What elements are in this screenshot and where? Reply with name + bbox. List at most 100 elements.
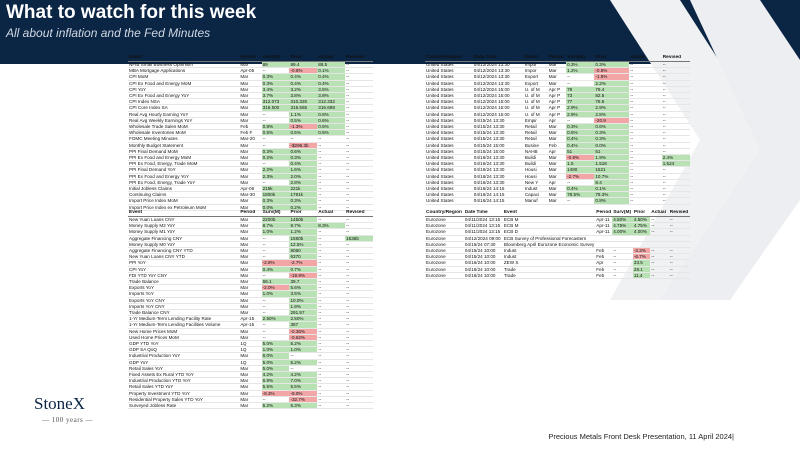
table-cell: 0.3% <box>289 197 318 205</box>
table-cell: -- <box>629 104 662 112</box>
table-cell: 291.57 <box>289 309 318 317</box>
table-cell: 5.0% <box>261 340 290 348</box>
column-header: Date Time <box>463 210 503 217</box>
table-cell: 73 <box>566 92 595 100</box>
table-cell: U. of M <box>523 92 548 100</box>
table-cell: NAHB <box>523 148 548 156</box>
table-cell: 5.0% <box>261 365 290 373</box>
table-cell: Mar <box>239 98 262 106</box>
table-cell: ECB D <box>502 228 596 236</box>
table-cell: 04/12/2024 13:30 <box>472 67 524 75</box>
table-cell: -- <box>629 80 662 87</box>
table-row: Exports YoY CNY Mar -- 10.0% -- -- <box>128 297 373 304</box>
table-cell: -- <box>650 272 669 280</box>
table-cell: -- <box>650 222 669 230</box>
table-row: Eurozone 04/12/2024 09:00 ECB Survey of Pr… <box>425 235 690 242</box>
table-row: PPI YoY Mar -2.8% -2.7% -- -- <box>128 259 373 267</box>
table-cell: 316.500 <box>261 104 290 112</box>
table-cell: -- <box>345 359 373 366</box>
table-row: United States 04/15/24 13:30 Retail Mar 0.4%… <box>425 135 690 143</box>
table-cell: 33.5 <box>632 259 651 267</box>
table-cell: Apr <box>547 117 567 125</box>
table-cell: United States <box>425 185 473 193</box>
column-header: Country/Region <box>425 210 464 217</box>
table-cell: -- <box>629 73 662 81</box>
table-cell: CPI YoY <box>128 86 240 94</box>
table-cell: -- <box>345 98 373 106</box>
table-cell: 0.5% <box>317 123 346 131</box>
table-cell: -20.9 <box>594 117 630 125</box>
table-cell: -- <box>345 142 373 149</box>
table-cell: -- <box>661 185 690 193</box>
table-cell: 0.1% <box>317 67 346 75</box>
table-cell <box>632 235 651 242</box>
table-cell: United States <box>425 148 473 156</box>
table-cell: United States <box>425 179 473 187</box>
table-cell: 0.3% <box>594 61 630 69</box>
table-cell: -- <box>668 228 690 236</box>
table-cell: FDI YTD YoY CNY <box>128 272 240 280</box>
table-cell: 04/16/24 10:00 <box>463 259 503 267</box>
table-cell: 04/11/2024 13:15 <box>463 216 503 224</box>
table-cell: Mar <box>239 390 262 397</box>
table-cell: 04/15/24 10:00 <box>463 253 503 261</box>
table-cell: -- <box>317 303 346 311</box>
table-row: Eurozone 04/16/24 10:00 Trade Feb -- 11.4 -- -- <box>425 272 690 280</box>
table-cell: 04/16/24 10:00 <box>463 266 503 273</box>
table-cell: -- <box>661 123 690 131</box>
table-cell: Trade Balance <box>128 278 240 286</box>
table-cell: 0.4% <box>317 73 346 81</box>
table-row: Retail Sales YoY Mar 5.0% -- -- -- <box>128 365 373 373</box>
table-cell: Indust <box>523 185 548 193</box>
table-cell: Eurozone <box>425 216 464 224</box>
table-cell: -- <box>345 61 373 69</box>
table-cell: -- <box>629 142 662 149</box>
table-cell: Mar <box>239 228 262 236</box>
table-cell: 1480 <box>566 166 595 174</box>
table-cell: Imports YoY <box>128 290 240 298</box>
table-row: CPI Index NSA Mar 312.073 310.326 312.332 -- <box>128 98 373 106</box>
table-cell: -- <box>261 272 290 280</box>
table-cell: PPI Final Demand YoY <box>128 166 240 174</box>
table-cell: Mar <box>239 197 262 205</box>
table-row: United States 04/16/24 13:30 Buildi Mar -0.9… <box>425 154 690 162</box>
table-cell: 0.3% <box>261 80 290 87</box>
table-cell: 8.3% <box>317 222 346 230</box>
table-cell: -- <box>345 253 373 261</box>
table-cell: Indust <box>502 247 596 255</box>
table-cell: 51 <box>566 148 595 156</box>
table-row: Aggregate Financing CNY Mar -- 1560b -- 1536b <box>128 235 373 242</box>
table-cell: 0.5% <box>289 117 318 125</box>
table-cell: -- <box>661 197 690 205</box>
table-cell: 1791k <box>289 191 318 199</box>
table-cell: Mar <box>239 253 262 261</box>
table-cell: -- <box>612 253 633 261</box>
table-cell: CPI Core Index SA <box>128 104 240 112</box>
table-cell: -- <box>661 142 690 149</box>
table-cell: -- <box>345 135 373 143</box>
table-cell: -- <box>668 222 690 230</box>
table-cell: 04/11/2024 13:15 <box>463 222 503 230</box>
table-cell: United States <box>425 123 473 131</box>
table-cell: 1Q <box>239 346 262 354</box>
table-cell: -- <box>629 135 662 143</box>
table-cell: 0.1% <box>594 185 630 193</box>
table-row: Imports YoY Mar 1.0% 3.5% -- -- <box>128 290 373 298</box>
table-cell: United States <box>425 104 473 112</box>
table-cell: 79.4 <box>594 86 630 94</box>
table-cell: MBA Mortgage Applications <box>128 67 240 75</box>
table-cell: 4.75% <box>612 222 633 230</box>
table-cell: -- <box>345 346 373 354</box>
table-cell: -- <box>661 148 690 156</box>
table-cell: 316.698 <box>317 104 346 112</box>
table-cell: -- <box>317 253 346 261</box>
table-cell: 04/15/24 13:30 <box>472 117 524 125</box>
table-cell: 0.4% <box>289 73 318 81</box>
table-cell: Apr P <box>547 111 567 118</box>
column-header: Event <box>128 210 240 217</box>
table-cell: -- <box>261 328 290 335</box>
table-cell: Mar <box>547 154 567 162</box>
table-cell <box>612 235 633 242</box>
table-cell: -- <box>345 148 373 156</box>
table-cell: 04/15/24 13:30 <box>472 129 524 137</box>
